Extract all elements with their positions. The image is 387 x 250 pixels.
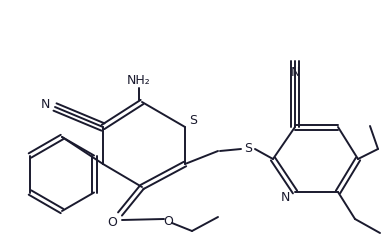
Text: NH₂: NH₂ <box>127 74 151 87</box>
Text: O: O <box>163 215 173 228</box>
Text: O: O <box>107 216 117 228</box>
Text: N: N <box>40 98 50 111</box>
Text: S: S <box>189 113 197 126</box>
Text: S: S <box>244 142 252 155</box>
Text: N: N <box>290 65 300 78</box>
Text: N: N <box>280 191 290 204</box>
